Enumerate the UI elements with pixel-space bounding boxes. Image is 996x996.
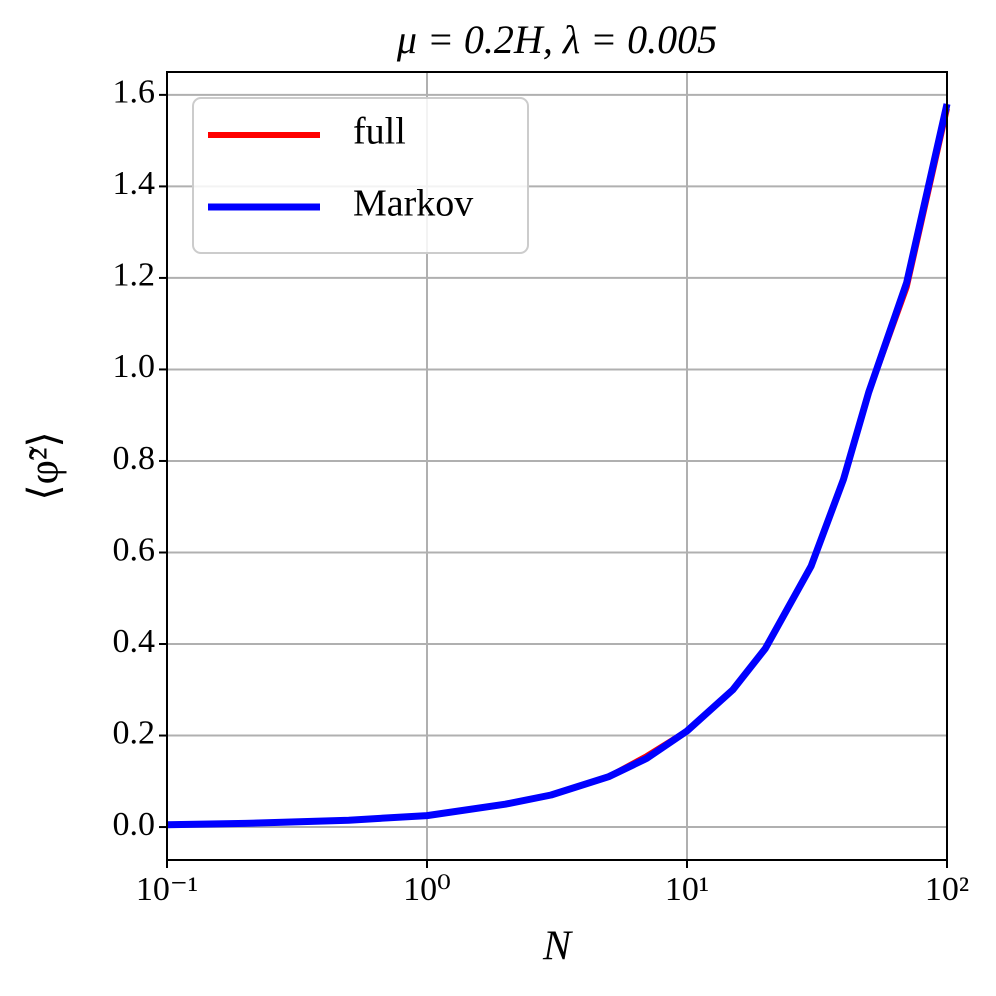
y-tick-label: 0.8 bbox=[113, 440, 156, 477]
y-tick-label: 0.6 bbox=[113, 531, 156, 568]
y-tick-label: 1.6 bbox=[113, 74, 156, 111]
x-axis-label: N bbox=[542, 924, 573, 970]
x-tick-label: 10⁰ bbox=[403, 871, 451, 908]
y-tick-label: 0.0 bbox=[113, 806, 156, 843]
y-tick-label: 1.0 bbox=[113, 348, 156, 385]
legend: full Markov bbox=[192, 97, 529, 254]
x-tick-label: 10¹ bbox=[665, 871, 709, 908]
chart-title: μ = 0.2H, λ = 0.005 bbox=[396, 17, 717, 62]
y-tick-label: 1.4 bbox=[113, 165, 156, 202]
y-axis-label: ⟨φ̃²⟩ bbox=[22, 431, 68, 501]
plot-frame bbox=[166, 71, 948, 861]
x-tick-label: 10² bbox=[925, 871, 969, 908]
legend-label: Markov bbox=[353, 183, 473, 225]
y-tick-label: 0.4 bbox=[113, 623, 156, 660]
y-tick-label: 0.2 bbox=[113, 714, 156, 751]
legend-label: full bbox=[353, 111, 406, 153]
series-line bbox=[166, 103, 951, 829]
y-tick-label: 1.2 bbox=[113, 257, 156, 294]
x-tick-label: 10⁻¹ bbox=[136, 871, 198, 908]
